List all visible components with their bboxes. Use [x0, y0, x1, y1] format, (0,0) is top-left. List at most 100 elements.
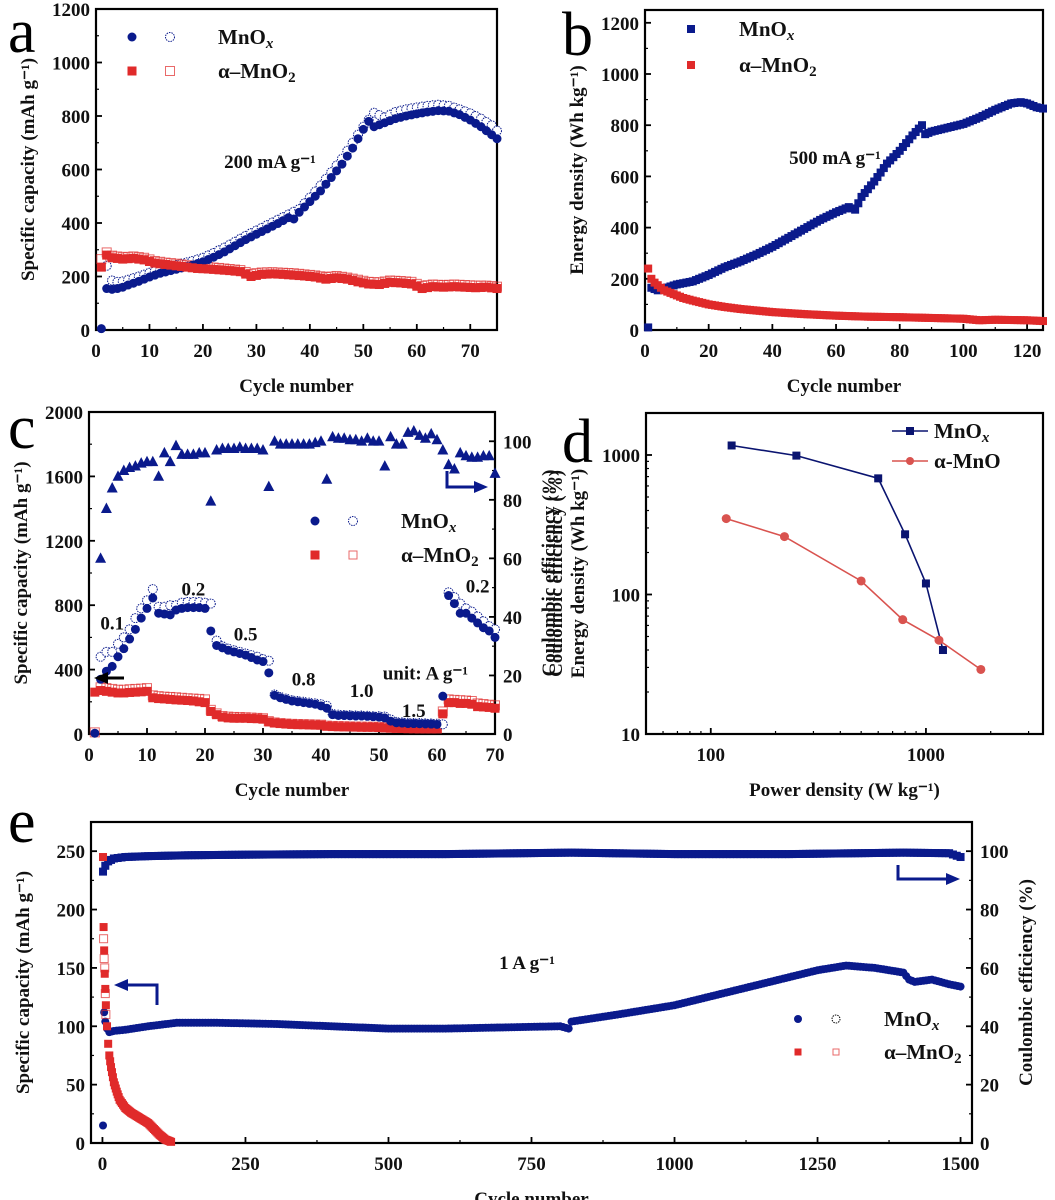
data-point	[419, 432, 431, 443]
y-tick-label: 150	[57, 959, 86, 980]
series-mnox-ce	[99, 848, 965, 876]
legend-subscript: x	[931, 1018, 940, 1034]
panel-letter: d	[562, 408, 593, 476]
data-point	[99, 867, 108, 876]
data-point	[328, 722, 338, 732]
data-point	[976, 664, 986, 674]
data-point	[223, 713, 233, 723]
data-point	[397, 724, 407, 734]
data-point	[455, 698, 465, 708]
data-point	[409, 724, 419, 734]
data-point	[438, 709, 448, 719]
data-point	[490, 632, 500, 642]
x-tick-label: 10	[140, 341, 159, 362]
x-tick-label: 70	[486, 745, 505, 766]
panel-e: 0 250 500 750 1000 1250 1500050100150200250020…	[8, 788, 1037, 1200]
x-axis-title: Cycle number	[474, 1189, 589, 1200]
panel-letter: b	[562, 1, 593, 69]
data-point	[380, 723, 390, 733]
rate-annotation: 0.8	[292, 670, 316, 691]
series-line	[726, 517, 982, 671]
y-right-tick-label: 0	[980, 1134, 990, 1155]
x-tick-label: 80	[890, 341, 909, 362]
data-point	[128, 253, 138, 263]
data-point	[385, 430, 397, 442]
data-point	[321, 274, 331, 284]
data-point	[100, 946, 109, 955]
data-point	[103, 1022, 112, 1031]
legend-marker	[348, 550, 358, 560]
y-right-axis-title: Coulombic efficiency (%)	[1016, 879, 1037, 1086]
plot-frame	[644, 411, 1045, 736]
legend-marker	[906, 427, 914, 435]
data-point	[205, 495, 217, 506]
data-point	[854, 199, 863, 208]
x-tick-label: 40	[300, 341, 319, 362]
data-point	[263, 480, 275, 492]
data-point	[374, 723, 384, 733]
data-point	[425, 427, 437, 439]
data-point	[177, 695, 187, 705]
y-tick-label: 1000	[52, 54, 90, 75]
data-point	[455, 282, 465, 292]
y-axis-title: Energy density (Wh kg⁻¹)	[567, 65, 588, 274]
data-point	[305, 272, 315, 281]
data-point	[315, 435, 327, 446]
data-point	[310, 720, 320, 730]
data-point	[90, 687, 100, 697]
right-axis-arrow-head	[474, 481, 488, 493]
x-axis-title: Cycle number	[239, 376, 354, 397]
data-point	[101, 861, 110, 870]
data-point	[258, 714, 268, 724]
legend-marker	[127, 32, 137, 42]
rate-annotation: 0.2	[182, 580, 206, 601]
data-point	[101, 984, 110, 993]
data-point	[198, 264, 208, 274]
data-point	[161, 259, 171, 269]
data-point	[125, 687, 135, 697]
legend-label: α–MnO2	[218, 59, 296, 86]
data-point	[401, 278, 411, 288]
y-tick-label: 800	[62, 107, 91, 128]
data-point	[241, 713, 251, 723]
data-point	[358, 278, 368, 288]
data-point	[299, 720, 309, 730]
data-point	[275, 719, 285, 729]
current-density-annotation: 500 mA g⁻¹	[789, 148, 881, 169]
data-point	[107, 1068, 116, 1077]
data-point	[432, 719, 442, 729]
data-point	[1039, 104, 1047, 113]
data-point	[337, 159, 347, 169]
data-point	[257, 444, 269, 455]
y-tick-label: 100	[612, 585, 641, 606]
data-point	[386, 723, 396, 733]
data-point	[96, 324, 106, 334]
data-point	[426, 724, 436, 734]
data-point	[938, 646, 947, 655]
legend-marker	[832, 1048, 840, 1056]
rate-annotation: 1.5	[402, 701, 426, 722]
data-point	[465, 282, 475, 292]
legend-marker	[165, 32, 175, 42]
series--mno2-charge	[99, 934, 111, 1020]
data-point	[264, 668, 274, 678]
y-tick-label: 100	[57, 1017, 86, 1038]
series-mnox-ce	[95, 424, 501, 563]
x-tick-label: 60	[407, 341, 426, 362]
data-point	[369, 279, 379, 289]
data-point	[420, 724, 430, 734]
data-point	[874, 474, 883, 483]
legend-subscript: 2	[288, 70, 296, 86]
y-tick-label: 200	[62, 268, 91, 289]
right-axis-arrow	[896, 865, 950, 881]
series--mno2-capacity	[99, 853, 176, 1146]
x-tick-label: 100	[949, 341, 978, 362]
y-right-tick-label: 40	[503, 608, 522, 629]
data-point	[339, 722, 349, 732]
data-point	[332, 273, 342, 283]
data-point	[100, 1008, 109, 1017]
data-point	[171, 695, 181, 705]
data-point	[406, 279, 416, 289]
rate-annotation: 0.5	[234, 625, 258, 646]
data-point	[380, 278, 390, 288]
